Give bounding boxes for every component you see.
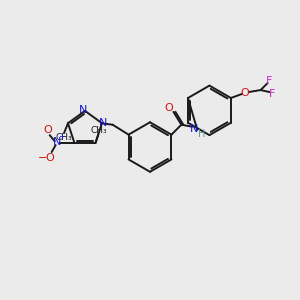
Text: O: O xyxy=(164,103,173,113)
Text: F: F xyxy=(269,89,276,99)
Text: −: − xyxy=(38,153,47,163)
Text: N: N xyxy=(52,137,61,147)
Text: +: + xyxy=(58,132,65,141)
Text: F: F xyxy=(266,76,273,86)
Text: O: O xyxy=(240,88,249,98)
Text: CH₃: CH₃ xyxy=(90,126,107,135)
Text: O: O xyxy=(44,125,52,135)
Text: N: N xyxy=(99,118,107,128)
Text: O: O xyxy=(45,153,54,163)
Text: H: H xyxy=(199,129,206,139)
Text: CH₃: CH₃ xyxy=(56,133,72,142)
Text: N: N xyxy=(190,124,198,134)
Text: N: N xyxy=(79,105,87,115)
